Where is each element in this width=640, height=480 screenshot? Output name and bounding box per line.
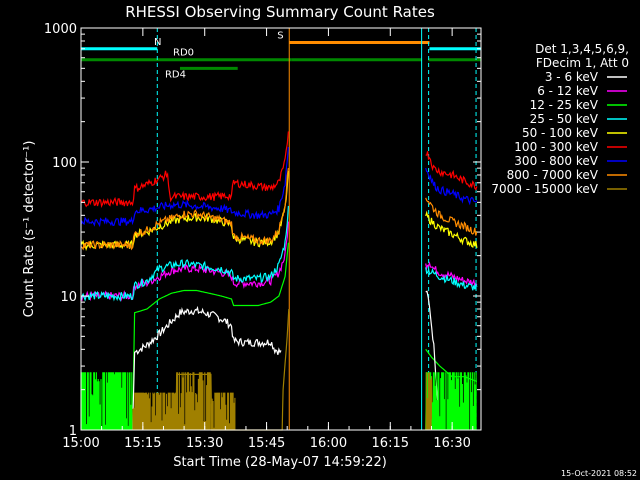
legend-label-1: 6 - 12 keV bbox=[537, 84, 599, 98]
noise-block-1-1 bbox=[426, 372, 432, 430]
x-axis-label: Start Time (28-May-07 14:59:22) bbox=[173, 455, 387, 470]
series-line-4-after-gap bbox=[425, 210, 478, 248]
noise-block-2-0 bbox=[132, 392, 178, 430]
x-tick-label-1: 15:15 bbox=[124, 436, 161, 451]
legend-label-2: 12 - 25 keV bbox=[530, 98, 599, 112]
x-tick-label-5: 16:15 bbox=[372, 436, 409, 451]
legend-header-line-2: FDecim 1, Att 0 bbox=[536, 56, 629, 70]
generated-timestamp: 15-Oct-2021 08:52 bbox=[561, 469, 637, 478]
noise-block-0-1 bbox=[425, 372, 477, 430]
noise-block-0-0 bbox=[80, 372, 133, 430]
y-tick-label-3: 1000 bbox=[44, 22, 77, 37]
series-line-0 bbox=[131, 305, 282, 431]
noise-block-1-0 bbox=[176, 372, 211, 430]
flag-label-s: S bbox=[277, 30, 283, 41]
series-line-3-after-gap bbox=[425, 267, 478, 291]
flag-label-rd0: RD0 bbox=[173, 48, 194, 59]
chart-title: RHESSI Observing Summary Count Rates bbox=[125, 3, 435, 21]
x-tick-label-4: 16:00 bbox=[310, 436, 347, 451]
legend-label-5: 100 - 300 keV bbox=[514, 140, 598, 154]
legend-label-4: 50 - 100 keV bbox=[522, 126, 599, 140]
x-tick-label-0: 15:00 bbox=[62, 436, 99, 451]
series-line-7 bbox=[80, 167, 289, 251]
series-line-6-after-gap bbox=[425, 167, 478, 206]
x-tick-label-3: 15:45 bbox=[248, 436, 285, 451]
series-line-2 bbox=[131, 242, 289, 431]
y-axis-label: Count Rate (s⁻¹ detector⁻¹) bbox=[22, 141, 37, 318]
series-line-1 bbox=[80, 221, 289, 302]
noise-block-2-1 bbox=[210, 392, 236, 430]
series-line-7-after-gap bbox=[425, 197, 478, 236]
series-line-3 bbox=[80, 205, 289, 302]
y-tick-label-0: 1 bbox=[69, 424, 77, 439]
x-tick-label-2: 15:30 bbox=[186, 436, 223, 451]
legend-label-0: 3 - 6 keV bbox=[545, 70, 599, 84]
legend-label-6: 300 - 800 keV bbox=[514, 154, 598, 168]
series-line-6 bbox=[80, 147, 289, 228]
plot-frame bbox=[80, 27, 482, 431]
series-lines bbox=[80, 131, 478, 431]
legend-label-8: 7000 - 15000 keV bbox=[491, 182, 598, 196]
x-tick-label-6: 16:30 bbox=[433, 436, 470, 451]
flag-label-rd4: RD4 bbox=[165, 69, 186, 80]
series-line-5-after-gap bbox=[425, 151, 478, 191]
y-tick-label-2: 100 bbox=[52, 156, 77, 171]
y-tick-label-1: 10 bbox=[60, 290, 77, 305]
legend: Det 1,3,4,5,6,9, FDecim 1, Att 0 3 - 6 k… bbox=[491, 42, 629, 196]
legend-label-3: 25 - 50 keV bbox=[530, 112, 599, 126]
series-line-1-after-gap bbox=[425, 261, 478, 289]
legend-label-7: 800 - 7000 keV bbox=[507, 168, 599, 182]
series-line-5 bbox=[80, 131, 289, 208]
axes: 15:00 15:15 15:30 15:45 16:00 16:15 16:30 1 10 10… bbox=[44, 22, 481, 451]
legend-header-line-1: Det 1,3,4,5,6,9, bbox=[535, 42, 629, 56]
